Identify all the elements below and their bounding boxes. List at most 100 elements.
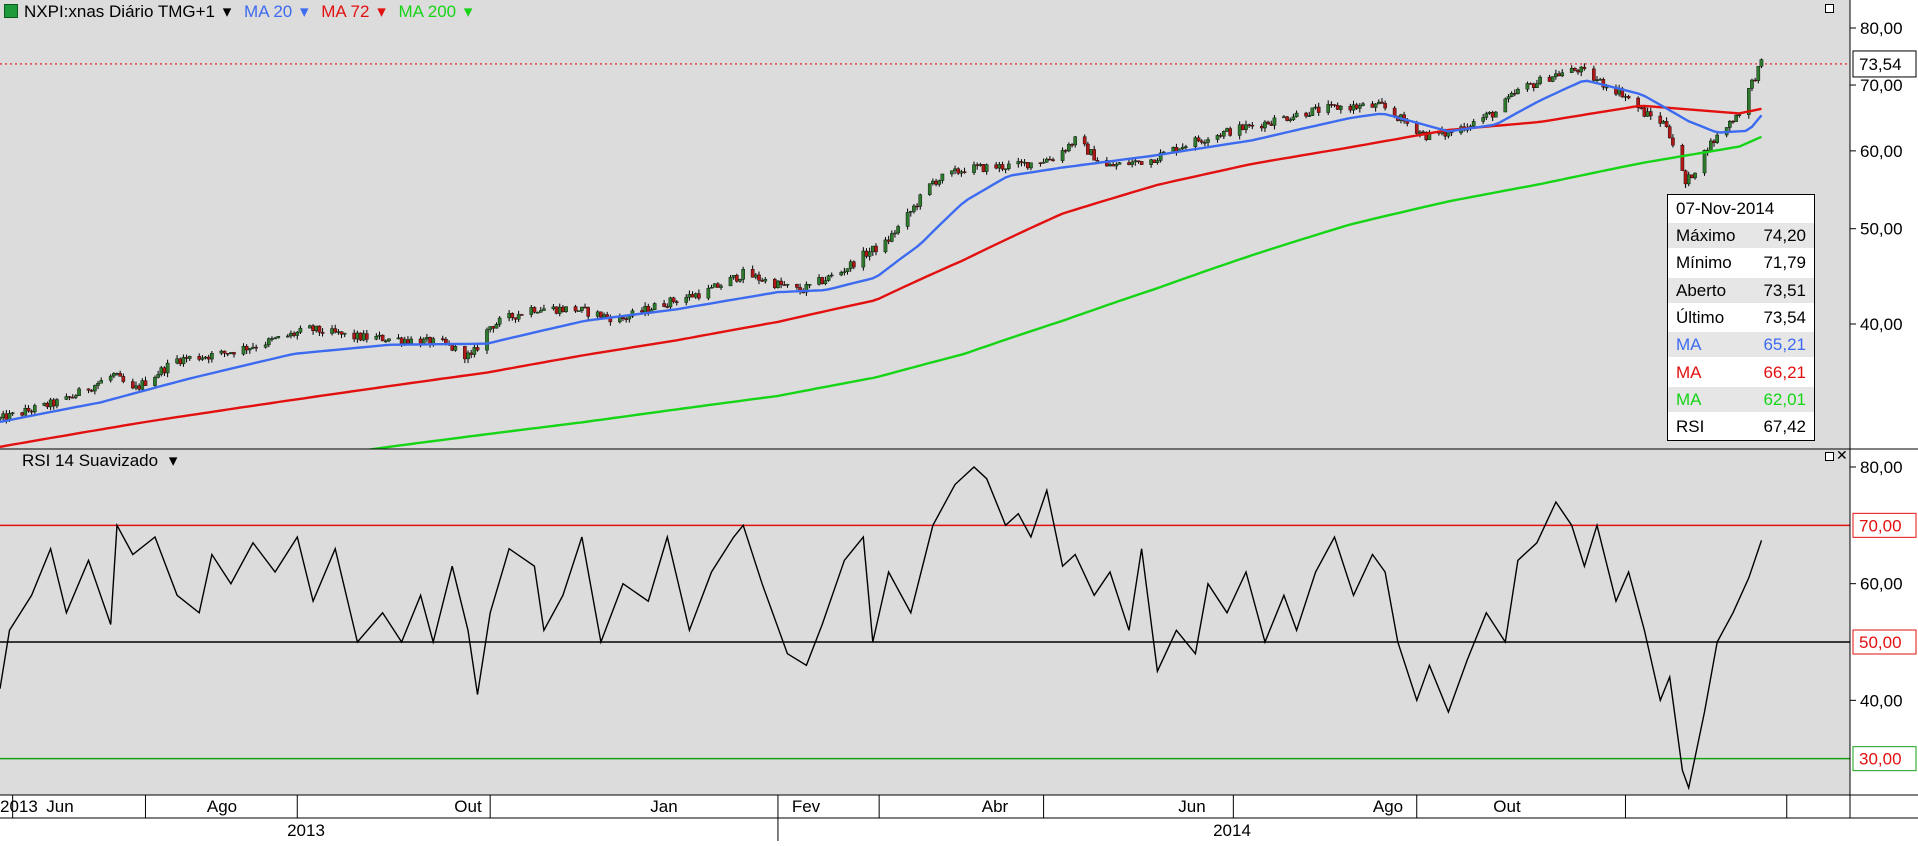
maximize-price-pane-icon[interactable] (1825, 4, 1834, 13)
candle-body (153, 377, 156, 385)
year-label: 2014 (1213, 821, 1251, 840)
close-rsi-pane-icon[interactable]: ✕ (1836, 448, 1848, 462)
year-label: 2013 (287, 821, 325, 840)
candle-body (466, 353, 469, 359)
candle-body (223, 351, 226, 353)
candle-body (1659, 116, 1662, 123)
price-tick-label: 40,00 (1860, 315, 1903, 334)
candle-body (454, 346, 457, 350)
candle-body (166, 363, 169, 373)
candle-body (871, 246, 874, 252)
candle-body (311, 326, 314, 331)
rsi-legend-label[interactable]: RSI 14 Suavizado (22, 451, 158, 470)
candle-body (1690, 175, 1693, 178)
candle-body (707, 288, 710, 298)
candle-body (1115, 164, 1118, 166)
candle-body (976, 165, 979, 166)
rsi-dropdown-icon[interactable]: ▾ (169, 451, 178, 470)
candle-body (1270, 124, 1273, 126)
candle-body (536, 312, 539, 313)
candle-body (489, 326, 492, 329)
candle-body (1260, 126, 1263, 128)
candle-body (175, 359, 178, 363)
candle (1241, 124, 1244, 130)
candle-body (1760, 60, 1763, 67)
candle-body (934, 181, 937, 184)
candle-body (1229, 129, 1232, 136)
candle-body (1086, 144, 1089, 154)
candle-body (1529, 83, 1532, 84)
candle-body (1203, 142, 1206, 143)
candle-body (1181, 147, 1184, 149)
candle-body (1532, 84, 1535, 88)
candle-body (1238, 125, 1241, 136)
candle-body (1671, 138, 1674, 145)
candle-body (410, 339, 413, 344)
candle-body (71, 397, 74, 398)
ma72-legend-label[interactable]: MA 72 (321, 2, 369, 21)
candle-body (1358, 106, 1361, 109)
candle-body (109, 376, 112, 380)
candle-body (1248, 125, 1251, 126)
candle-body (776, 281, 779, 288)
info-row-label: RSI (1676, 417, 1704, 437)
candle-body (1599, 79, 1602, 80)
candle-body (1200, 141, 1203, 142)
candle-body (912, 206, 915, 211)
candle-body (381, 335, 384, 341)
candle-body (561, 307, 564, 312)
info-row-label: MA (1676, 335, 1702, 355)
candle-body (21, 413, 24, 415)
candle-body (761, 280, 764, 281)
candle-body (672, 298, 675, 302)
candle-body (1384, 103, 1387, 108)
candle-body (868, 252, 871, 257)
candle-body (574, 307, 577, 312)
candle-body (957, 169, 960, 173)
candle-body (1194, 138, 1197, 147)
candle-body (1504, 99, 1507, 112)
candle-body (1728, 121, 1731, 127)
candle-body (463, 346, 466, 359)
candle-body (533, 307, 536, 312)
candle-body (242, 346, 245, 354)
candle-body (470, 353, 473, 355)
candle (43, 402, 46, 406)
candle-body (729, 277, 732, 286)
candle-body (1662, 121, 1665, 123)
candle-body (232, 352, 235, 354)
month-label: Out (454, 797, 482, 816)
candle-body (764, 279, 767, 281)
candle-body (334, 329, 337, 333)
candle (928, 183, 931, 196)
ma72-dropdown-icon[interactable]: ▾ (377, 2, 386, 21)
candle (1757, 66, 1760, 83)
ma20-legend-label[interactable]: MA 20 (244, 2, 292, 21)
candle-body (1029, 163, 1032, 168)
candle-body (663, 303, 666, 306)
candle-body (783, 285, 786, 286)
symbol-dropdown-icon[interactable]: ▾ (223, 2, 232, 21)
candle-body (1554, 74, 1557, 77)
ma200-dropdown-icon[interactable]: ▾ (464, 2, 473, 21)
ma20-dropdown-icon[interactable]: ▾ (300, 2, 309, 21)
maximize-rsi-pane-icon[interactable] (1825, 452, 1834, 461)
symbol-label[interactable]: NXPI:xnas Diário TMG+1 (24, 2, 215, 21)
candle-body (1026, 162, 1029, 168)
candle-body (1380, 102, 1383, 103)
candle-body (1083, 137, 1086, 144)
y-axis-area (1850, 0, 1918, 795)
candle-body (1292, 117, 1295, 120)
candle (277, 336, 280, 338)
candle-body (1289, 120, 1292, 121)
candle-body (1219, 135, 1222, 136)
candle-body (1339, 106, 1342, 109)
last-price-label: 73,54 (1859, 55, 1902, 74)
candle-body (365, 334, 368, 340)
candle-body (950, 171, 953, 174)
candle-body (90, 390, 93, 391)
candle-body (1526, 83, 1529, 89)
ma200-legend-label[interactable]: MA 200 (398, 2, 456, 21)
candle-body (1731, 121, 1734, 122)
candle-body (1304, 113, 1307, 116)
